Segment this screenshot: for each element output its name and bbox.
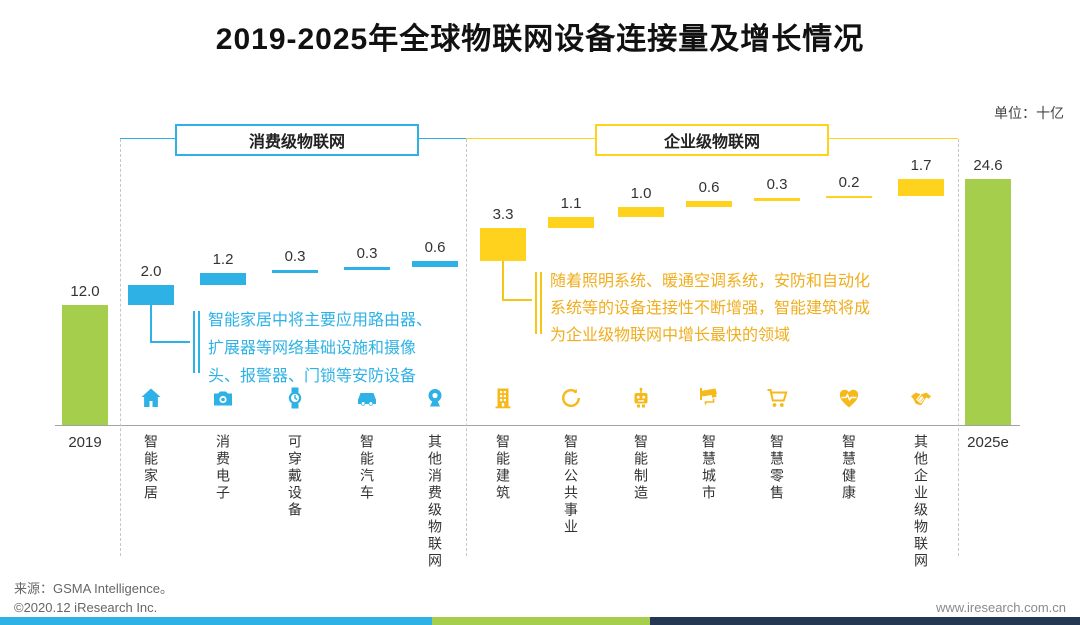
- x-label-2025e: 2025e: [967, 434, 1009, 451]
- consumer-quote-bar: [198, 311, 200, 373]
- enterprise-group-header: 企业级物联网: [595, 124, 829, 156]
- enterprise-group-label: 企业级物联网: [663, 134, 760, 151]
- value-label: 24.6: [973, 157, 1003, 174]
- enterprise-bracket-line-left: [466, 138, 595, 139]
- dashed-separator-left: [120, 139, 121, 556]
- cctv-icon: [697, 386, 721, 410]
- enterprise-bracket-line-right: [825, 138, 958, 139]
- category-label: 智慧健康: [841, 434, 857, 502]
- x-axis-line: [55, 425, 1020, 426]
- smart-home-icon: [139, 386, 163, 410]
- value-label: 2.0: [140, 263, 162, 280]
- consumer-quote-bar: [193, 311, 195, 373]
- category-label: 智能制造: [633, 434, 649, 502]
- page-title: 2019-2025年全球物联网设备连接量及增长情况: [215, 23, 865, 56]
- x-label-2019: 2019: [68, 434, 102, 451]
- bar-smart-car: [344, 267, 390, 270]
- recycle-icon: [559, 386, 583, 410]
- value-label: 0.6: [698, 179, 720, 196]
- consumer-leader-horizontal: [150, 341, 190, 343]
- dashed-separator-middle: [466, 139, 467, 556]
- value-label: 0.2: [838, 174, 860, 191]
- value-label: 0.3: [284, 248, 306, 265]
- category-label: 智慧城市: [701, 434, 717, 502]
- bar-smart-retail: [754, 198, 800, 201]
- camera-icon: [211, 386, 235, 410]
- bar-smart-building: [480, 228, 526, 261]
- value-label: 1.1: [560, 195, 582, 212]
- building-icon: [491, 386, 515, 410]
- value-label: 1.7: [910, 157, 932, 174]
- value-label: 0.3: [766, 176, 788, 193]
- bar-smart-manufacturing: [618, 207, 664, 217]
- category-label: 智能建筑: [495, 434, 511, 502]
- watch-icon: [283, 386, 307, 410]
- category-label: 智慧零售: [769, 434, 785, 502]
- consumer-group-label: 消费级物联网: [248, 134, 345, 151]
- category-label: 可穿戴设备: [287, 434, 303, 519]
- consumer-bracket-line-left: [120, 138, 175, 139]
- value-label: 12.0: [70, 283, 100, 300]
- enterprise-annotation: 随着照明系统、暖通空调系统，安防和自动化系统等的设备连接性不断增强，智能建筑将成…: [550, 273, 871, 344]
- enterprise-leader-horizontal: [502, 299, 532, 301]
- value-label: 1.0: [630, 185, 652, 202]
- webcam-icon: [423, 386, 447, 410]
- consumer-leader-vertical: [150, 305, 152, 343]
- source-note: 来源：GSMA Intelligence。: [14, 581, 173, 596]
- enterprise-quote-bar: [535, 272, 537, 334]
- enterprise-leader-vertical: [502, 261, 504, 301]
- enterprise-quote-bar: [540, 272, 542, 334]
- bar-other-consumer-iot: [412, 261, 458, 267]
- bar-smart-health: [826, 196, 872, 198]
- category-label: 智能汽车: [359, 434, 375, 502]
- category-label: 其他消费级物联网: [427, 434, 443, 570]
- bar-2025e-total: [965, 179, 1011, 425]
- consumer-group-header: 消费级物联网: [175, 124, 419, 156]
- copyright-note: ©2020.12 iResearch Inc.: [14, 600, 158, 615]
- value-label: 1.2: [212, 251, 234, 268]
- bar-wearables: [272, 270, 318, 273]
- cart-icon: [765, 386, 789, 410]
- bar-smart-utilities: [548, 217, 594, 228]
- value-label: 0.3: [356, 245, 378, 262]
- robot-icon: [629, 386, 653, 410]
- bar-smart-city: [686, 201, 732, 207]
- footer-color-strip: [0, 617, 1080, 625]
- unit-label: 单位：十亿: [994, 105, 1064, 121]
- dashed-separator-right: [958, 139, 959, 556]
- consumer-bracket-line-right: [415, 138, 466, 139]
- category-label: 消费电子: [215, 434, 231, 502]
- car-icon: [355, 386, 379, 410]
- strip-navy-segment: [650, 617, 1080, 625]
- website-url: www.iresearch.com.cn: [935, 600, 1066, 615]
- bar-2019-total: [62, 305, 108, 425]
- consumer-annotation: 智能家居中将主要应用路由器、扩展器等网络基础设施和摄像头、报警器、门锁等安防设备: [208, 312, 433, 385]
- category-label: 其他企业级物联网: [913, 434, 929, 570]
- category-label: 智能家居: [143, 434, 159, 502]
- strip-blue-segment: [0, 617, 432, 625]
- heart-pulse-icon: [837, 386, 861, 410]
- category-label: 智能公共事业: [563, 434, 579, 536]
- value-label: 0.6: [424, 239, 446, 256]
- handshake-icon: [909, 386, 933, 410]
- value-label: 3.3: [492, 206, 514, 223]
- bar-smart-home: [128, 285, 174, 305]
- bar-other-enterprise-iot: [898, 179, 944, 196]
- bar-consumer-electronics: [200, 273, 246, 285]
- strip-green-segment: [432, 617, 650, 625]
